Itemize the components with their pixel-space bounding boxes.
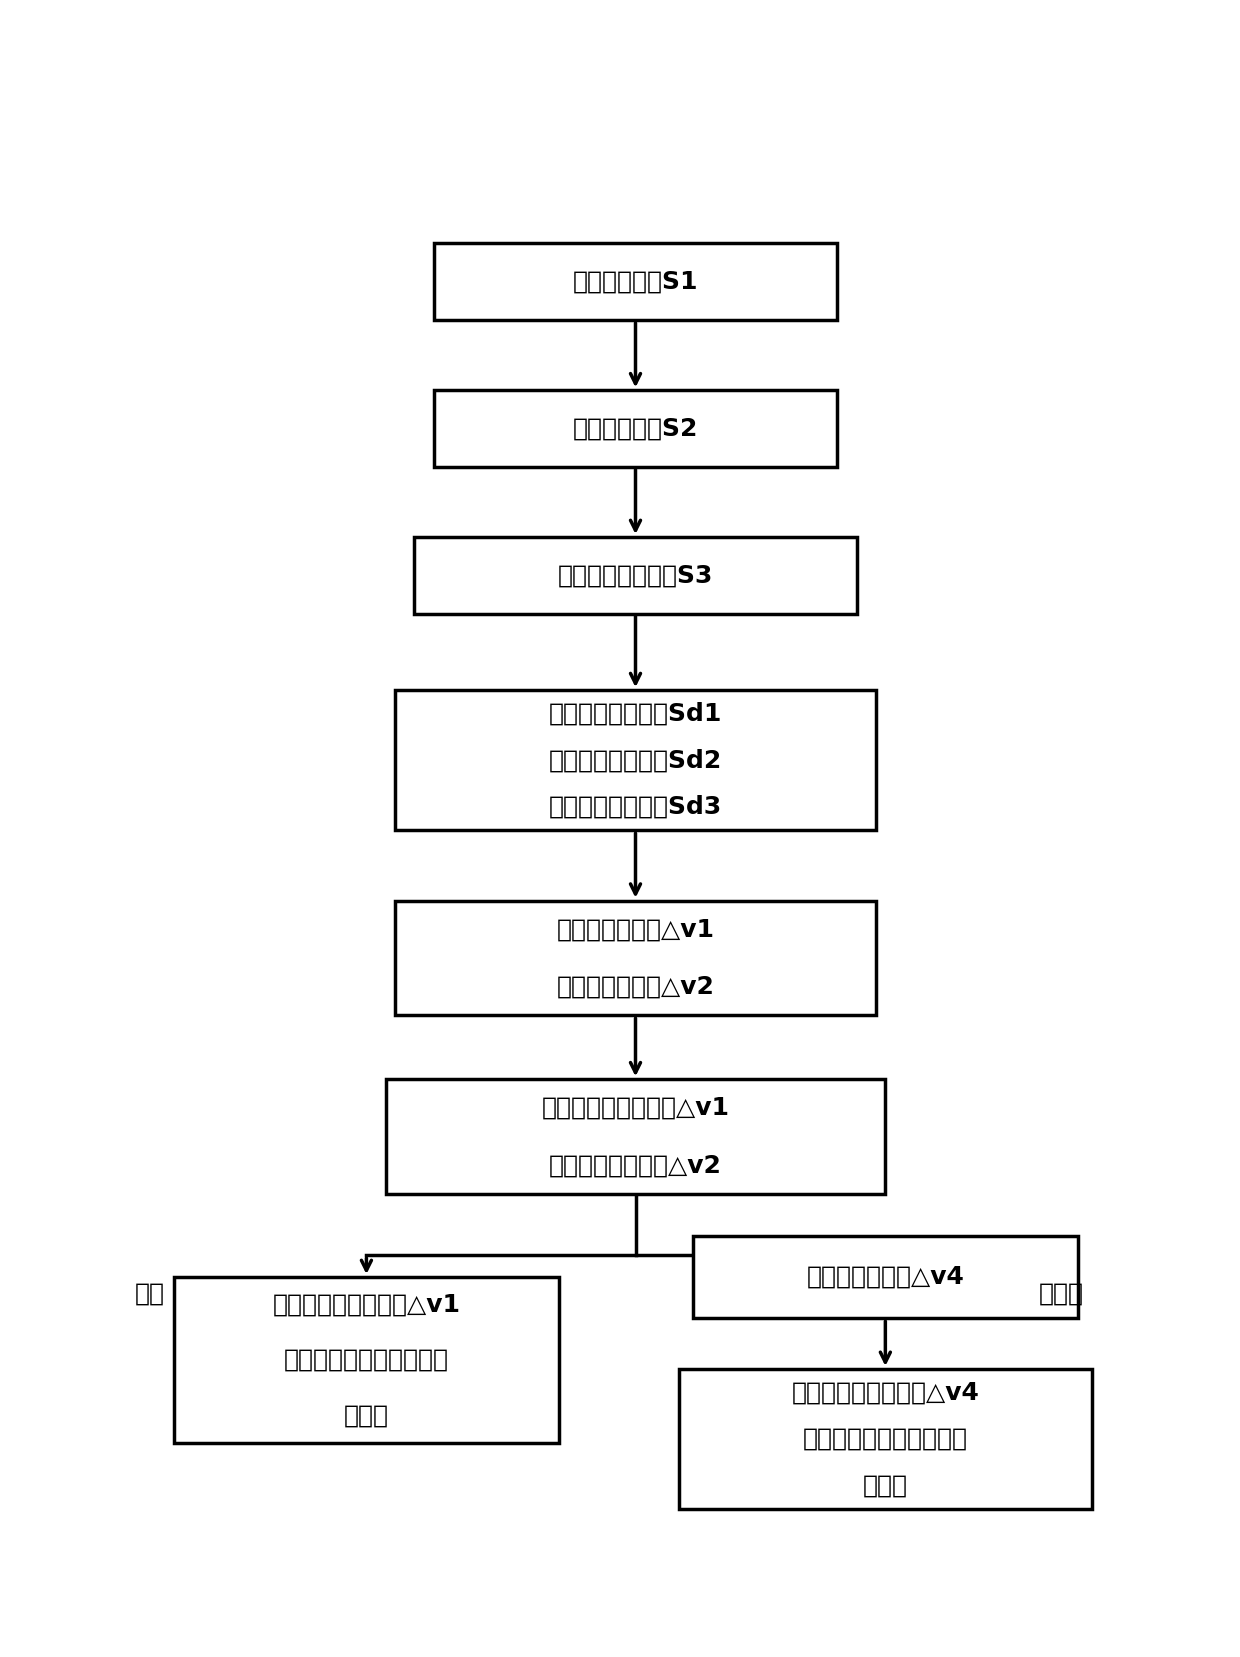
Text: 相等: 相等: [135, 1281, 165, 1306]
FancyBboxPatch shape: [396, 900, 875, 1016]
Text: 采用所述第一偏移量△v1: 采用所述第一偏移量△v1: [273, 1292, 460, 1317]
Text: 行修正: 行修正: [343, 1403, 389, 1427]
FancyBboxPatch shape: [414, 537, 857, 613]
FancyBboxPatch shape: [434, 391, 837, 467]
Text: 对检测结果的拉曼光谱进: 对检测结果的拉曼光谱进: [284, 1347, 449, 1372]
Text: 得到当前背景光谱S3: 得到当前背景光谱S3: [558, 563, 713, 587]
FancyBboxPatch shape: [434, 244, 837, 320]
FancyBboxPatch shape: [678, 1369, 1092, 1510]
FancyBboxPatch shape: [386, 1079, 885, 1195]
Text: 得到第四偏移量△v4: 得到第四偏移量△v4: [806, 1264, 965, 1289]
Text: 不相等: 不相等: [1039, 1281, 1084, 1306]
Text: 得到初始光谱S2: 得到初始光谱S2: [573, 416, 698, 441]
Text: 计算第二差値光谱Sd2: 计算第二差値光谱Sd2: [549, 749, 722, 772]
Text: 计算第一差値光谱Sd1: 计算第一差値光谱Sd1: [549, 701, 722, 726]
Text: 比较所述第一偏移量△v1: 比较所述第一偏移量△v1: [542, 1095, 729, 1120]
FancyBboxPatch shape: [693, 1236, 1078, 1319]
Text: 确定第二偏移量△v2: 确定第二偏移量△v2: [557, 974, 714, 999]
Text: 确定第一偏移量△v1: 确定第一偏移量△v1: [557, 918, 714, 941]
Text: 对检测结果的拉曼光谱进: 对检测结果的拉曼光谱进: [802, 1427, 968, 1452]
FancyBboxPatch shape: [174, 1278, 559, 1443]
Text: 采用所述第四偏移量△v4: 采用所述第四偏移量△v4: [791, 1380, 980, 1403]
Text: 得到参考光谱S1: 得到参考光谱S1: [573, 270, 698, 293]
Text: 计算第三差値光谱Sd3: 计算第三差値光谱Sd3: [549, 795, 722, 819]
FancyBboxPatch shape: [396, 689, 875, 830]
Text: 与所述第二偏移量△v2: 与所述第二偏移量△v2: [549, 1153, 722, 1178]
Text: 行修正: 行修正: [863, 1473, 908, 1498]
